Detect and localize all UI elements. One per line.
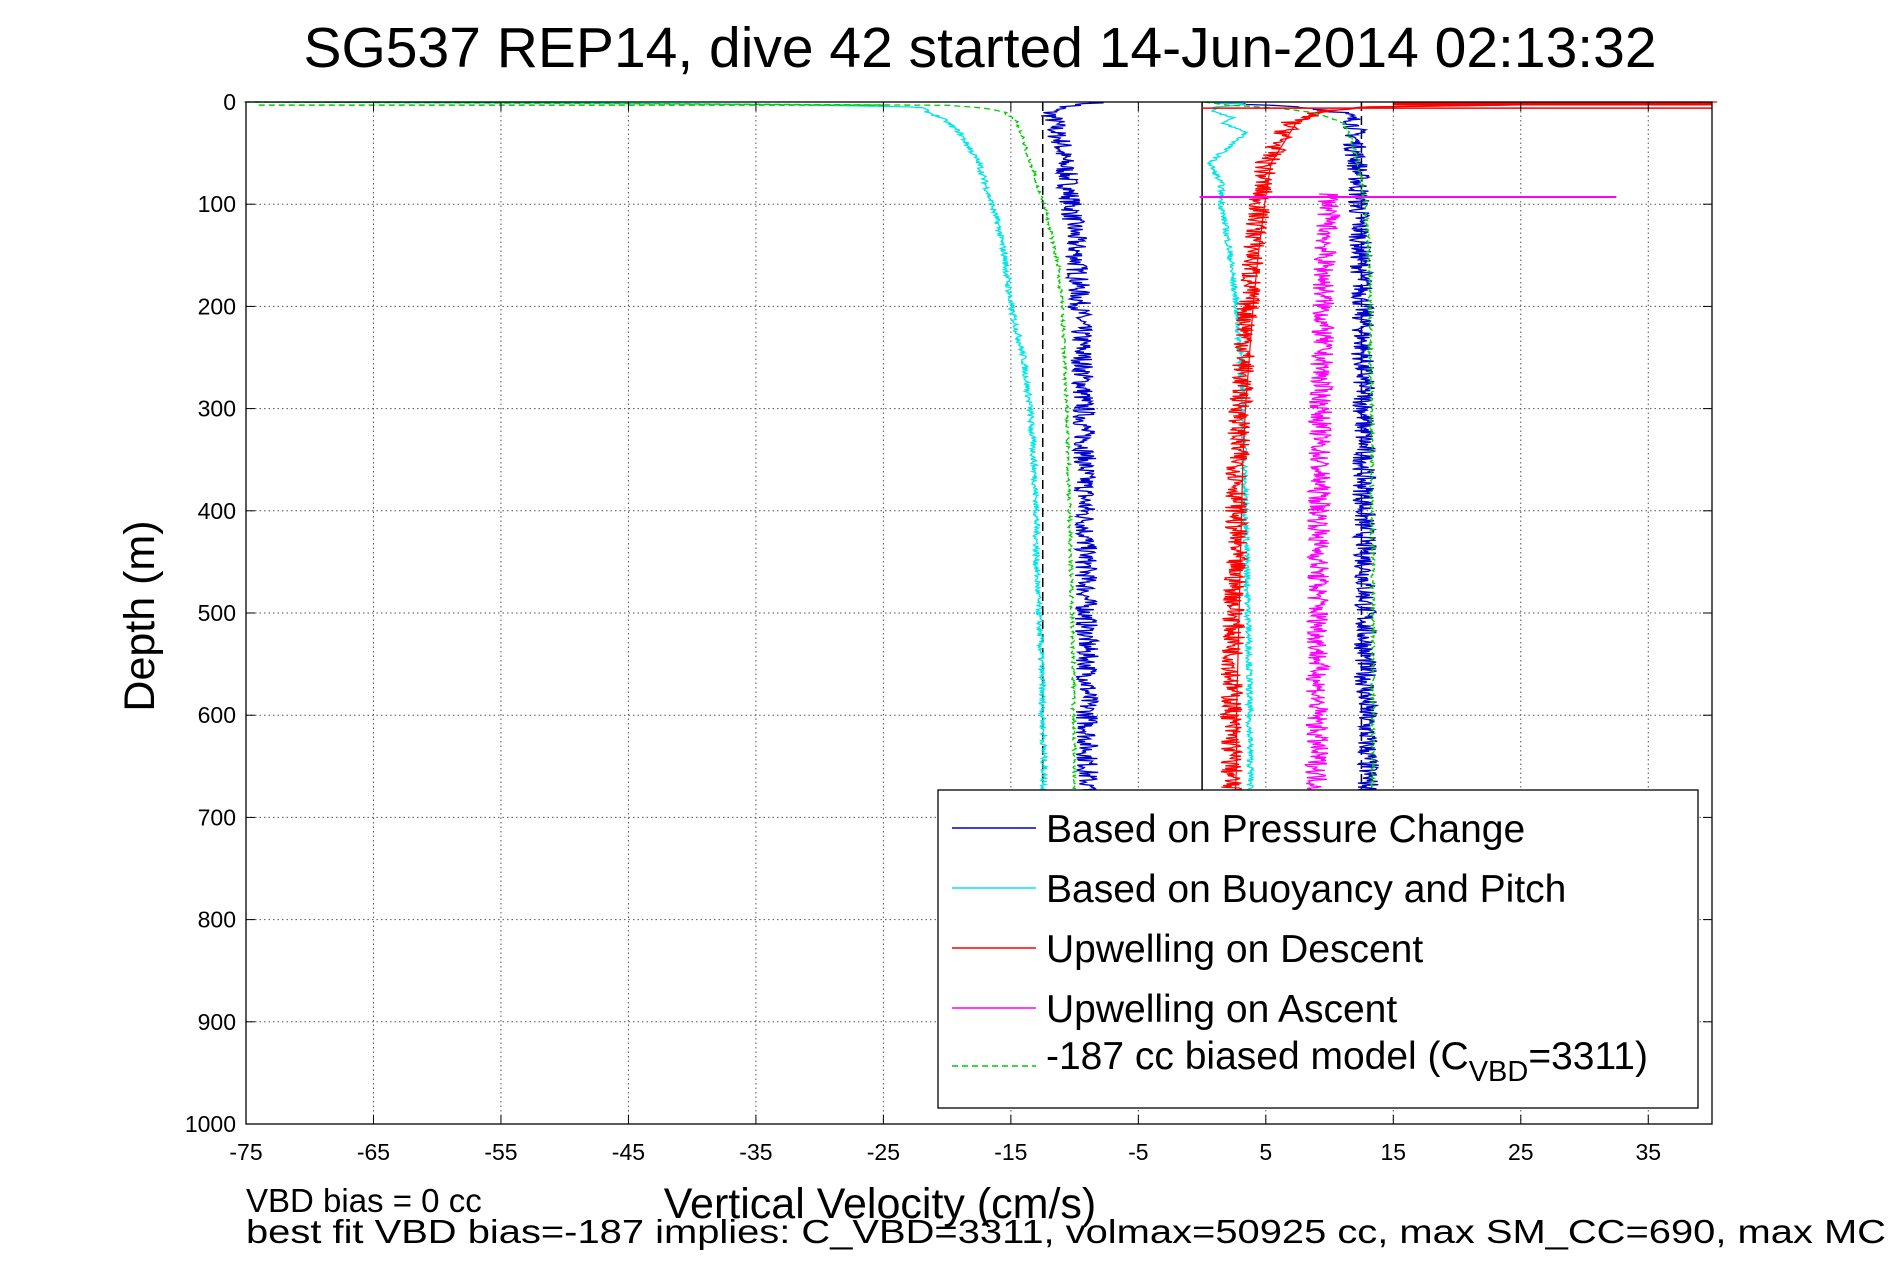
x-tick-label: -35 [739,1139,772,1165]
x-tick-label: 5 [1259,1139,1272,1165]
legend-label-ascent: Upwelling on Ascent [1046,988,1397,1031]
x-tick-label: -45 [612,1139,645,1165]
footer-note-2: best fit VBD bias=-187 implies: C_VBD=33… [246,1213,1886,1250]
plot-area [244,101,1718,798]
legend-label-descent: Upwelling on Descent [1046,928,1423,971]
legend-label-buoyancy: Based on Buoyancy and Pitch [1046,868,1566,911]
y-tick-label: 800 [198,907,236,933]
axis-ticks: -75 -65 -55 -45 -35 -25 -15 -5 5 15 25 350100200300… [185,89,1712,1165]
x-tick-label: 35 [1635,1139,1661,1165]
series-line-4-ascent [1203,101,1378,798]
series-line-4 [244,101,1079,798]
x-tick-label: -5 [1128,1139,1148,1165]
y-tick-label: 400 [198,498,236,524]
x-tick-label: -75 [229,1139,262,1165]
y-tick-label: 0 [223,89,236,115]
series-line-1 [247,101,1049,798]
y-tick-label: 600 [198,702,236,728]
x-tick-label: -25 [867,1139,900,1165]
x-tick-label: 15 [1381,1139,1407,1165]
legend-label-model: -187 cc biased model (CVBD=3311) [1046,1035,1648,1088]
y-tick-label: 100 [198,191,236,217]
y-tick-label: 700 [198,804,236,830]
y-tick-label: 900 [198,1009,236,1035]
descent-smooth-line [1234,101,1718,798]
series-line-0 [1041,101,1104,798]
x-tick-label: 25 [1508,1139,1534,1165]
chart-title: SG537 REP14, dive 42 started 14-Jun-2014… [303,16,1656,80]
x-tick-label: -15 [994,1139,1027,1165]
y-tick-label: 1000 [185,1111,236,1137]
y-tick-label: 500 [198,600,236,626]
series-line-3 [1304,193,1341,798]
legend-box [937,789,1699,1109]
legend: Based on Pressure Change Based on Buoyan… [937,789,1699,1109]
x-tick-label: -55 [484,1139,517,1165]
y-axis-label: Depth (m) [116,520,164,711]
legend-label-pressure: Based on Pressure Change [1046,808,1525,851]
y-tick-label: 200 [198,293,236,319]
x-tick-label: -65 [357,1139,390,1165]
series-line-2 [1218,101,1702,798]
footer-note-1: VBD bias = 0 cc [246,1182,482,1219]
series-line-1-ascent [1204,101,1256,798]
x-axis-label: Vertical Velocity (cm/s) [664,1180,1097,1228]
series-line-0-ascent [1215,101,1380,798]
y-tick-label: 300 [198,396,236,422]
